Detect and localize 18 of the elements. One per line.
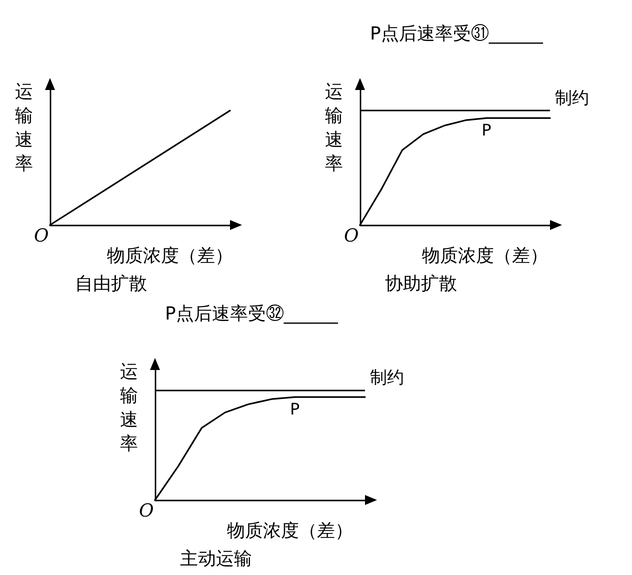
- text: P点后速率受㉜______: [165, 304, 339, 324]
- text: O: [139, 500, 154, 522]
- x-axis-title: 物质浓度（差）: [107, 246, 233, 266]
- x-axis-title: 物质浓度（差）: [227, 520, 353, 542]
- ref-line-label: 制约: [370, 368, 404, 388]
- text: O: [344, 226, 359, 246]
- text: 自由扩散: [75, 274, 147, 294]
- annotation: P: [482, 120, 492, 140]
- annotation: P: [290, 400, 300, 419]
- y-axis-title: 运输速率: [325, 82, 343, 174]
- ref-line-label: 制约: [555, 88, 589, 109]
- x-axis-title: 物质浓度（差）: [422, 246, 548, 266]
- text: P点后速率受㉛______: [370, 24, 544, 44]
- y-axis-title: 运输速率: [120, 362, 138, 454]
- text: O: [34, 226, 49, 246]
- y-axis-title: 运输速率: [15, 82, 33, 174]
- text: 协助扩散: [385, 274, 457, 294]
- text: 主动运输: [180, 548, 252, 570]
